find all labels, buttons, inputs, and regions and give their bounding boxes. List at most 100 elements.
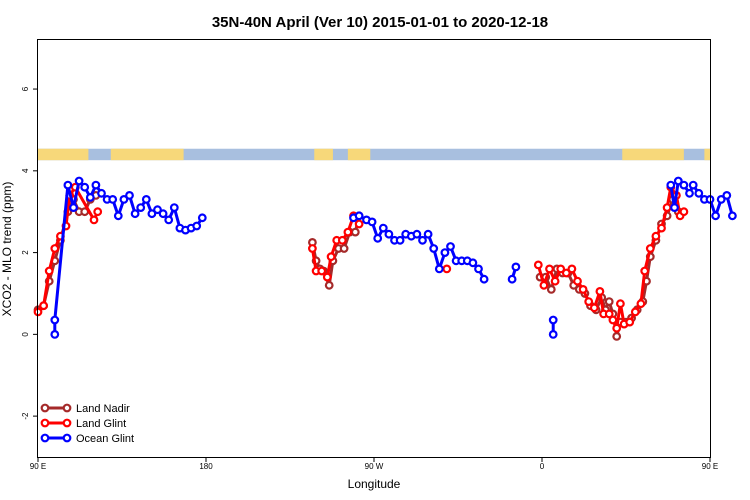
data-point: [69, 203, 78, 213]
y-tick-label: -2: [21, 412, 30, 420]
series-land-glint: [33, 182, 689, 333]
data-point: [533, 260, 543, 270]
y-tick-label: 0: [21, 332, 30, 337]
data-point: [39, 301, 48, 311]
x-axis: 90 E 180 90 W 0 90 E: [30, 457, 718, 471]
data-point: [608, 315, 618, 325]
data-point: [446, 242, 455, 251]
data-point: [434, 264, 444, 274]
data-point: [308, 244, 317, 253]
data-point: [367, 217, 377, 227]
data-point: [119, 194, 129, 204]
data-point: [350, 227, 360, 237]
land-band: [704, 148, 710, 161]
plot-frame: [37, 39, 711, 458]
data-point: [91, 180, 101, 190]
data-point: [651, 231, 661, 241]
data-point: [442, 264, 452, 274]
y-tick-label: 4: [21, 168, 30, 173]
data-point: [158, 209, 168, 219]
data-point: [679, 180, 689, 190]
x-tick-label: 90 E: [702, 462, 718, 471]
data-point: [561, 268, 571, 278]
data-point: [80, 182, 90, 192]
data-point: [545, 264, 554, 274]
y-axis: -2 0 2 4 6: [21, 86, 38, 420]
data-point: [50, 330, 60, 339]
data-point: [440, 248, 450, 258]
data-point: [694, 188, 704, 198]
x-tick-label: 180: [199, 462, 213, 471]
data-point: [468, 258, 478, 268]
data-point: [578, 285, 588, 294]
legend-swatch-marker: [62, 403, 72, 413]
data-point: [479, 274, 489, 284]
data-point: [136, 203, 146, 213]
land-band: [622, 148, 684, 161]
data-point: [63, 180, 73, 190]
data-point: [141, 194, 151, 204]
legend-label: Ocean Glint: [76, 433, 134, 445]
y-axis-label: XCO2 - MLO trend (ppm): [0, 182, 14, 317]
data-point: [548, 315, 558, 325]
data-point: [113, 211, 123, 221]
legend-item-land-nadir: Land Nadir: [40, 403, 130, 415]
x-axis-label: Longitude: [348, 477, 401, 491]
data-point: [343, 227, 353, 237]
ocean-band: [38, 148, 710, 161]
data-point: [612, 323, 622, 333]
land-band: [314, 148, 333, 161]
legend-swatch-marker: [40, 403, 50, 413]
data-point: [337, 235, 347, 245]
data-point: [673, 176, 683, 186]
data-point: [636, 299, 646, 309]
data-point: [645, 244, 655, 253]
data-point: [339, 244, 349, 253]
data-point: [573, 276, 582, 286]
data-point: [550, 276, 560, 286]
legend-item-land-glint: Land Glint: [40, 418, 126, 430]
data-point: [153, 205, 162, 215]
y-tick-label: 2: [21, 250, 30, 255]
legend-swatch-marker: [62, 418, 72, 428]
data-point: [423, 229, 433, 239]
legend-label: Land Nadir: [76, 403, 130, 415]
data-point: [74, 176, 84, 186]
landmask-strip: [38, 148, 710, 161]
data-point: [147, 209, 157, 219]
data-point: [666, 180, 676, 190]
data-point: [324, 280, 334, 290]
x-tick-label: 90 W: [365, 462, 384, 471]
data-point: [197, 213, 207, 223]
legend-label: Land Glint: [76, 418, 126, 430]
data-point: [93, 207, 103, 217]
data-point: [384, 229, 394, 239]
x-tick-label: 0: [540, 462, 545, 471]
data-point: [595, 287, 605, 296]
data-point: [625, 317, 635, 327]
legend-swatch-marker: [40, 418, 50, 428]
data-point: [685, 188, 694, 198]
legend-swatch-marker: [40, 433, 50, 443]
x-tick-label: 90 E: [30, 462, 46, 471]
data-point: [85, 192, 95, 202]
data-point: [50, 244, 60, 253]
data-point: [728, 211, 737, 221]
data-point: [604, 297, 614, 307]
data-point: [125, 190, 134, 200]
data-point: [97, 188, 106, 198]
data-point: [662, 203, 672, 213]
data-point: [630, 307, 640, 317]
data-point: [612, 332, 622, 341]
data-point: [539, 280, 549, 290]
data-point: [130, 209, 140, 219]
data-point: [584, 297, 594, 307]
data-point: [354, 211, 364, 221]
series-ocean-glint: [50, 176, 737, 339]
data-point: [429, 244, 439, 253]
data-point: [326, 252, 336, 262]
data-point: [169, 203, 179, 213]
land-band: [110, 148, 184, 161]
data-point: [507, 274, 517, 284]
